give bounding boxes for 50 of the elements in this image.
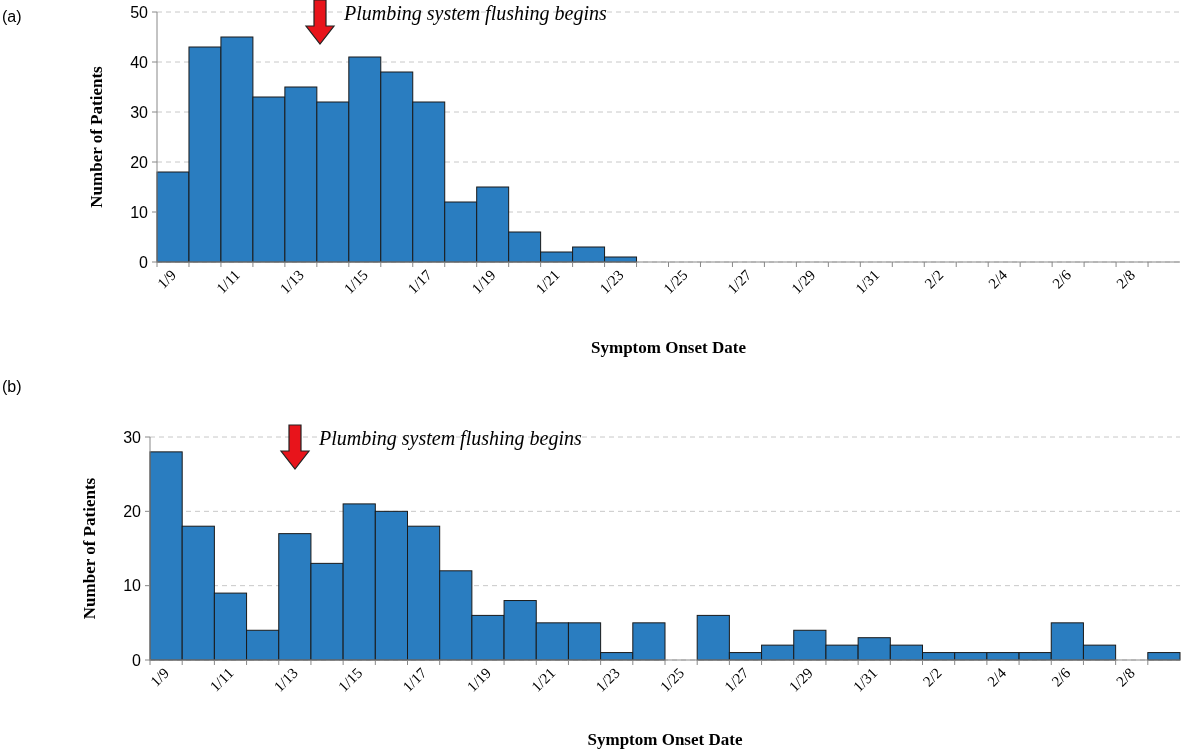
x-axis-title: Symptom Onset Date [591,338,747,357]
y-tick-label: 20 [130,153,149,171]
x-tick-label: 1/13 [270,664,301,695]
y-tick-label: 10 [130,203,149,221]
y-tick-label: 20 [123,502,142,520]
x-tick-label: 1/21 [528,664,559,695]
y-axis-title: Number of Patients [87,65,106,208]
x-tick-label: 1/19 [468,266,499,297]
x-tick-label: 2/4 [984,664,1010,690]
x-tick-label: 2/2 [919,664,945,690]
x-axis-title: Symptom Onset Date [587,730,743,749]
x-tick-label: 1/29 [788,266,819,297]
x-tick-label: 2/2 [921,266,947,292]
text: (b) [2,378,22,395]
x-tick-label: 1/31 [852,266,883,297]
x-tick-label: 2/8 [1113,266,1139,292]
x-tick-label: 1/15 [340,266,371,297]
x-tick-label: 1/29 [785,664,816,695]
y-tick-label: 30 [130,103,149,121]
x-tick-label: 1/21 [532,266,563,297]
x-tick-label: 1/23 [596,266,627,297]
x-tick-label: 1/9 [154,266,180,292]
text: (a) [2,8,22,25]
x-tick-label: 1/13 [276,266,307,297]
x-tick-label: 2/6 [1049,266,1075,292]
y-axis-title: Number of Patients [80,477,99,620]
x-tick-label: 1/17 [404,266,436,297]
x-tick-label: 1/23 [592,664,623,695]
x-tick-label: 2/8 [1112,664,1138,690]
y-tick-label: 30 [123,428,142,446]
x-tick-label: 1/11 [206,664,237,695]
y-tick-label: 40 [130,53,149,71]
x-tick-label: 1/25 [660,266,691,297]
annotation: Plumbing system flushing begins [343,2,607,25]
x-tick-label: 1/17 [399,664,431,695]
x-tick-label: 1/9 [147,664,173,690]
y-tick-label: 10 [123,577,142,595]
x-tick-label: 1/27 [721,664,752,695]
x-tick-label: 1/15 [335,664,366,695]
x-tick-label: 1/25 [657,664,688,695]
x-tick-label: 1/27 [724,266,755,297]
x-tick-label: 1/19 [463,664,495,695]
x-tick-label: 1/11 [213,266,244,297]
y-tick-label: 0 [139,253,149,271]
y-tick-label: 0 [132,651,142,669]
x-tick-label: 2/4 [985,266,1011,292]
x-tick-label: 1/31 [850,664,881,695]
annotation: Plumbing system flushing begins [318,427,582,450]
y-tick-label: 50 [130,3,149,21]
x-tick-label: 2/6 [1048,664,1074,690]
